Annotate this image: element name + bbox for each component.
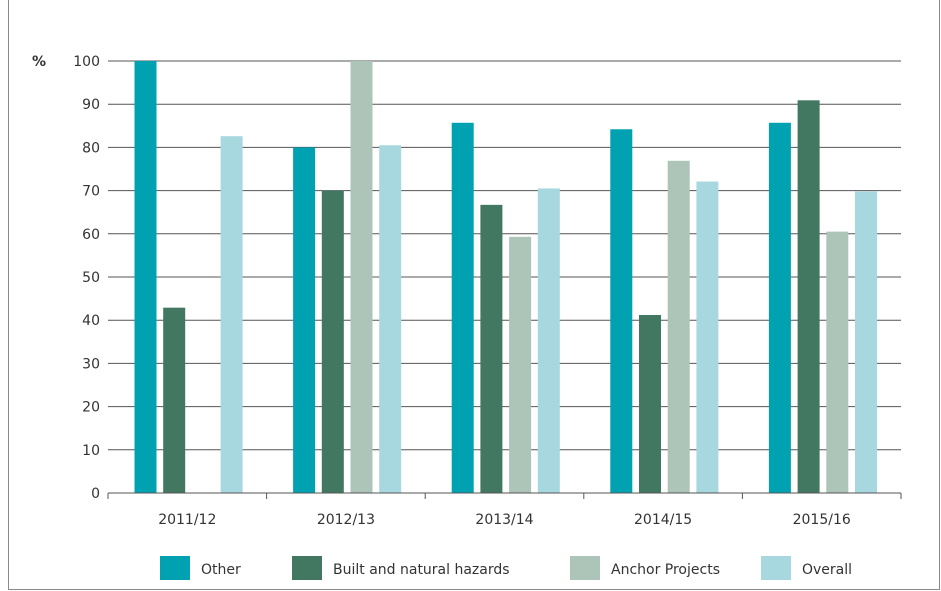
legend-label: Other — [201, 562, 241, 578]
y-tick-labels: 0 10 20 30 40 50 60 70 80 90 100 — [73, 54, 100, 502]
bar — [826, 231, 849, 493]
x-tick-labels: 2011/12 2012/13 2013/14 2014/15 2015/16 — [158, 512, 851, 528]
legend-swatch — [570, 556, 600, 580]
bar — [639, 315, 661, 493]
y-tick-label: 40 — [82, 313, 100, 329]
bar — [768, 122, 791, 493]
bar — [480, 204, 503, 493]
x-tick-label: 2012/13 — [317, 512, 375, 528]
y-axis-label: % — [32, 54, 46, 70]
legend-swatch — [761, 556, 791, 580]
bar — [350, 61, 373, 493]
bar — [321, 190, 344, 493]
y-tick-label: 90 — [82, 97, 100, 113]
legend-label: Built and natural hazards — [333, 562, 510, 578]
y-tick-label: 30 — [82, 356, 100, 372]
bar — [667, 160, 690, 494]
y-tick-label: 0 — [91, 486, 100, 502]
bar — [797, 100, 820, 493]
legend-label: Overall — [802, 562, 852, 578]
bar — [163, 307, 186, 493]
x-tick-label: 2014/15 — [634, 512, 692, 528]
chart-frame — [8, 0, 940, 590]
bar — [509, 236, 532, 493]
legend-swatch — [160, 556, 190, 580]
y-tick-label: 100 — [73, 54, 100, 70]
legend-label: Anchor Projects — [611, 562, 720, 578]
y-tick-label: 80 — [82, 140, 100, 156]
y-tick-label: 50 — [82, 270, 100, 286]
bar — [293, 147, 316, 493]
legend: Other Built and natural hazards Anchor Pro… — [160, 556, 852, 580]
axes — [107, 492, 902, 499]
y-tick-label: 20 — [82, 400, 100, 416]
bar — [696, 181, 719, 493]
x-tick-label: 2015/16 — [793, 512, 851, 528]
bar — [537, 188, 560, 493]
bar — [451, 122, 474, 493]
bars — [134, 61, 877, 494]
y-tick-label: 10 — [82, 443, 100, 459]
y-tick-label: 70 — [82, 184, 100, 200]
x-tick-label: 2011/12 — [158, 512, 216, 528]
y-tick-label: 60 — [82, 227, 100, 243]
bar — [610, 129, 633, 494]
bar — [379, 145, 402, 494]
x-tick-label: 2013/14 — [475, 512, 533, 528]
legend-swatch — [292, 556, 322, 580]
bar — [134, 61, 157, 493]
bar — [855, 191, 877, 494]
bar — [220, 136, 243, 493]
